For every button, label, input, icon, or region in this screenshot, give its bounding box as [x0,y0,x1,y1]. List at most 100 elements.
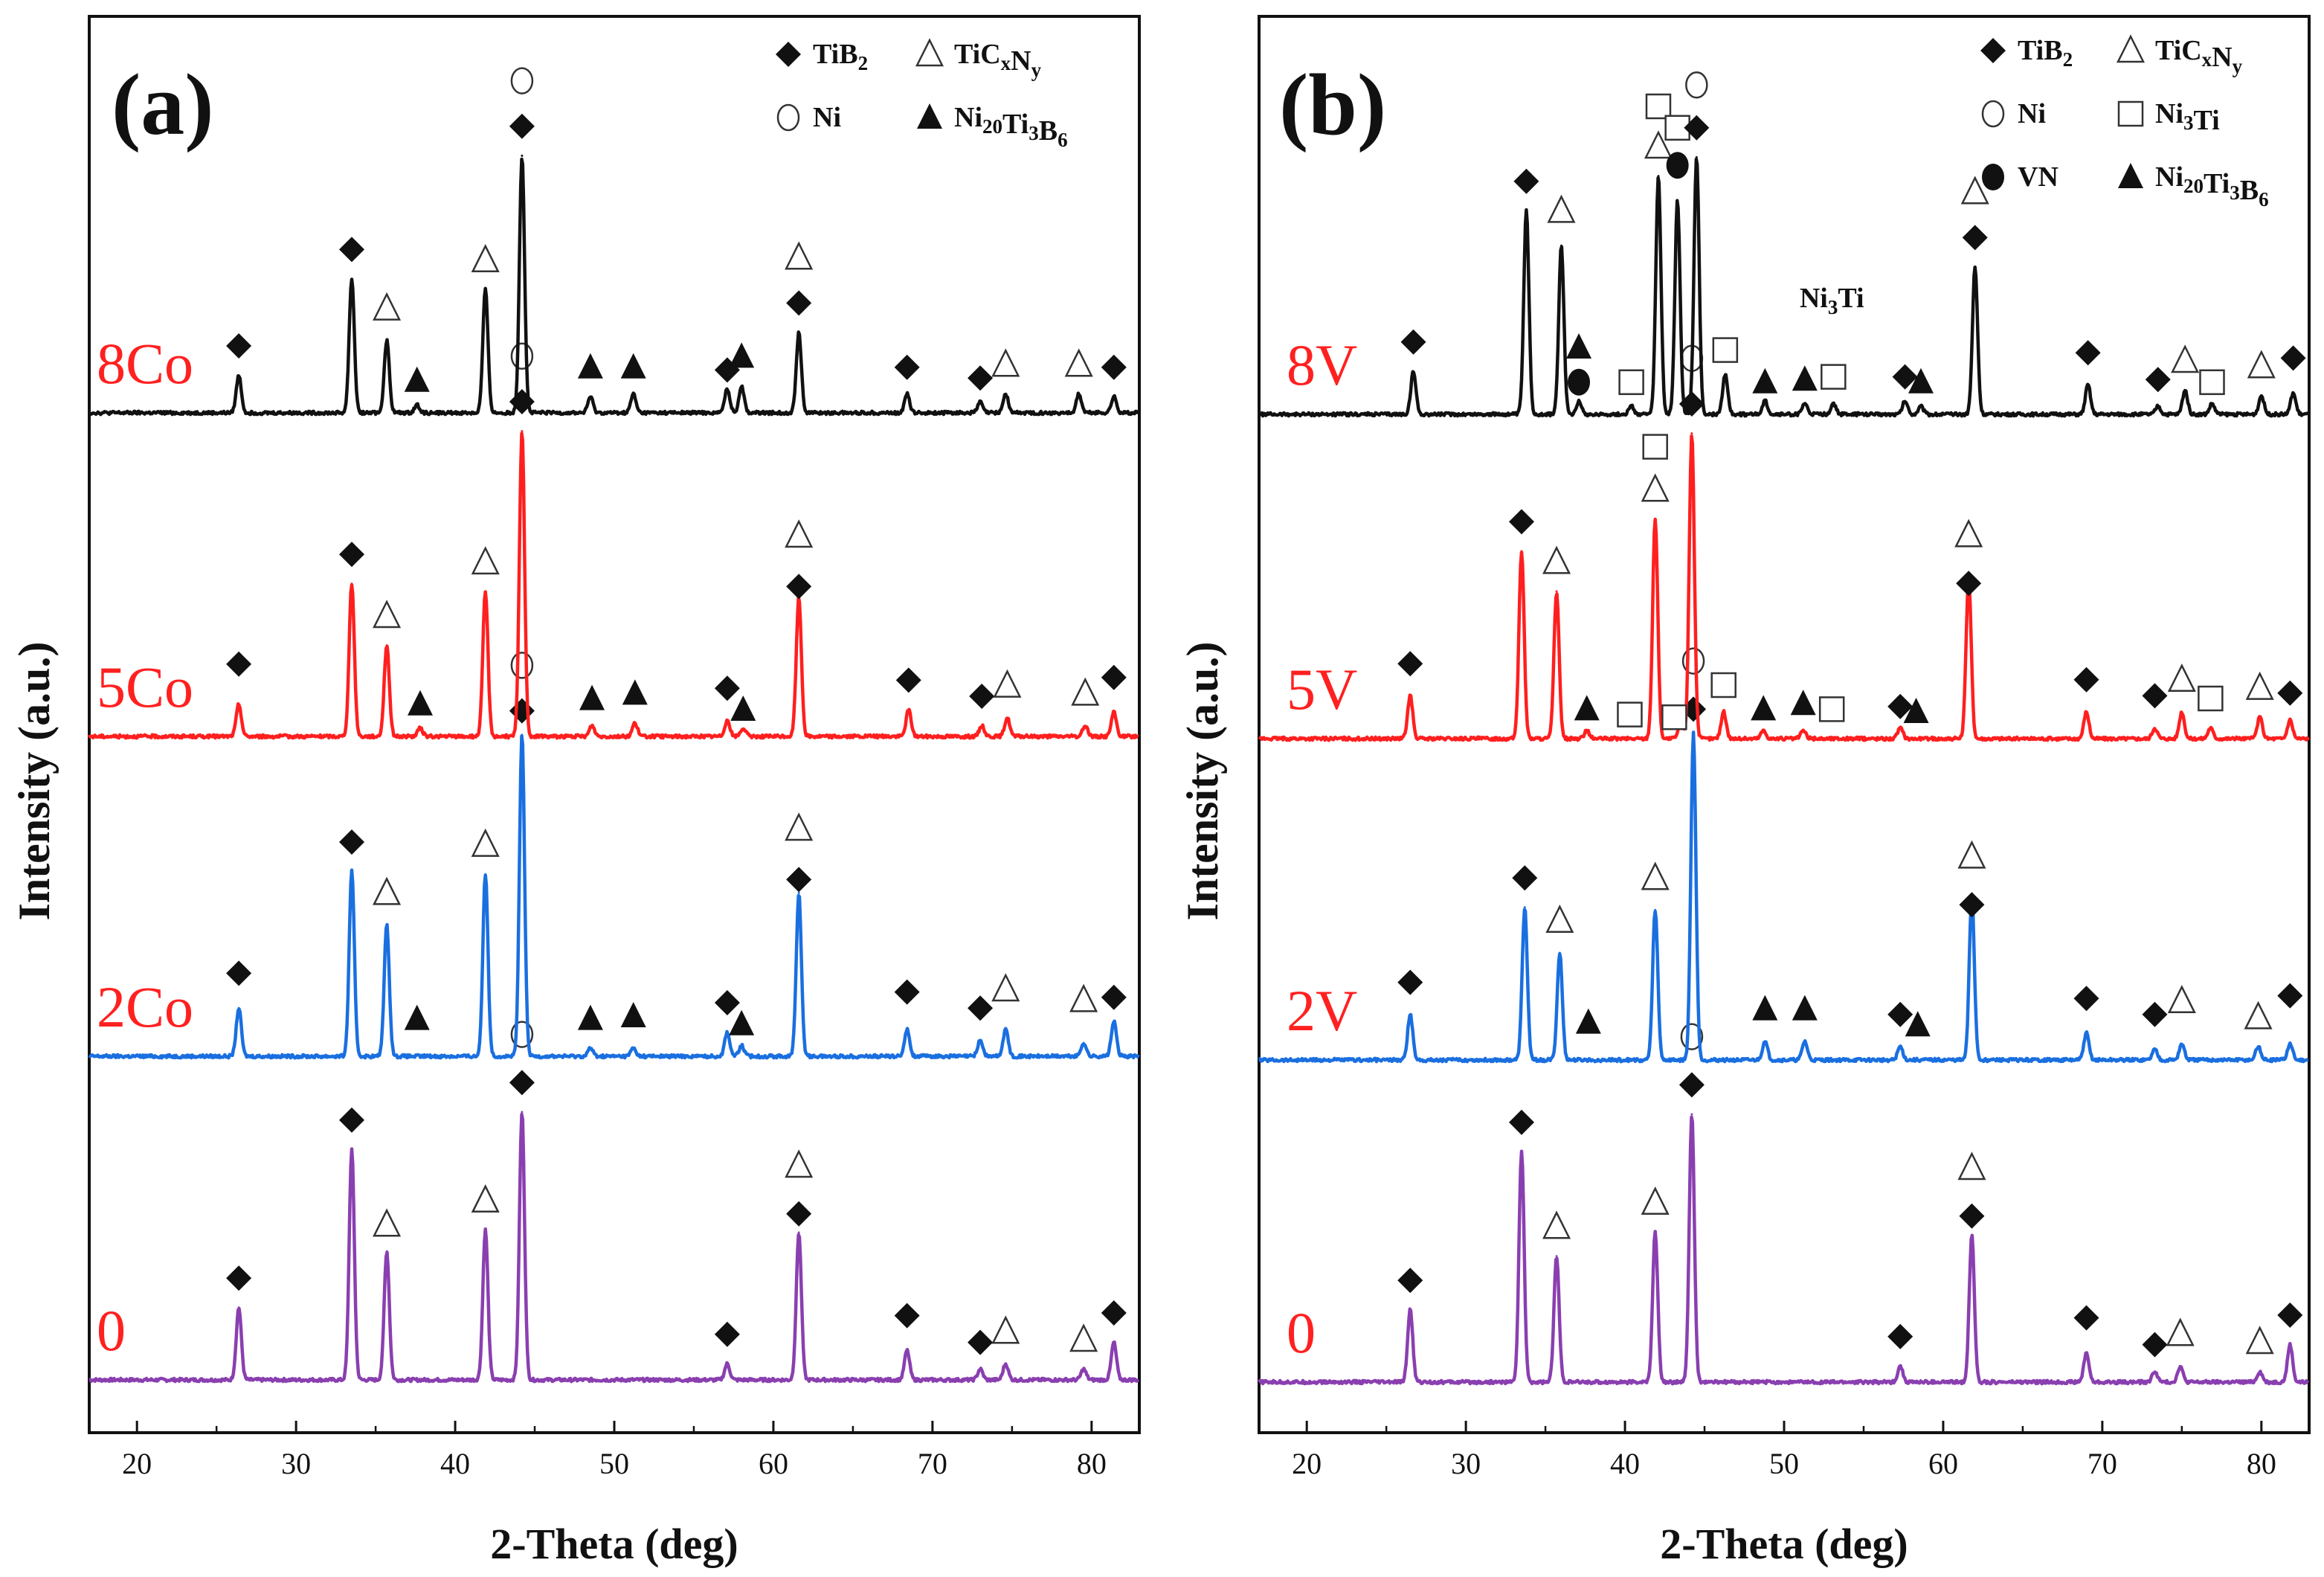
peak-1-0-9 [2179,1364,2182,1367]
phase-marker-0-2Co-diamond-17 [1101,984,1127,1010]
peak-0-8Co-11 [906,393,909,396]
peak-1-0-8 [2154,1370,2156,1373]
phase-marker-0-5Co-diamond-0 [226,651,252,677]
phase-marker-1-5V-open-triangle-5 [1641,473,1670,502]
phase-marker-1-8V-diamond-16 [1892,364,1918,390]
peak-0-2Co-8 [740,1044,743,1047]
phase-marker-0-2Co-diamond-13 [894,979,920,1005]
peak-1-2V-4 [1692,732,1695,735]
peak-0-2Co-12 [1004,1028,1007,1031]
peak-1-0-4 [1690,1113,1693,1116]
peak-1-0-1 [1520,1150,1523,1153]
phase-marker-0-2Co-filled-triangle-8 [620,1002,646,1027]
phase-marker-1-0-diamond-7 [1959,1203,1985,1229]
phase-marker-1-8V-diamond-21 [2145,367,2171,393]
peak-1-8V-12 [1904,399,1907,402]
legend-label-0-1: TiCxNy [954,39,1042,81]
phase-marker-0-0-diamond-1 [339,1107,364,1133]
phase-marker-0-5Co-open-triangle-4 [471,546,500,575]
x-tick-label-1-40: 40 [1610,1447,1640,1480]
phase-marker-1-8V-diamond-10 [1684,115,1710,141]
phase-marker-1-0-open-triangle-8 [1957,1152,1986,1181]
phase-marker-0-2Co-open-triangle-4 [471,828,500,857]
peak-0-2Co-5 [589,1047,592,1050]
peak-1-5V-17 [2288,719,2291,722]
peak-1-2V-12 [2257,1045,2259,1048]
peak-0-8Co-0 [237,374,240,377]
phase-marker-0-5Co-diamond-11 [786,574,812,600]
phase-marker-1-5V-filled-triangle-11 [1751,695,1777,721]
peak-0-5Co-9 [741,727,744,730]
phase-marker-1-5V-open-square-4 [1617,701,1643,728]
peak-1-0-7 [2085,1351,2088,1354]
peak-0-8Co-6 [589,395,592,398]
peak-1-8V-10 [1803,402,1806,405]
peak-1-5V-2 [1555,590,1558,593]
phase-marker-0-2Co-filled-triangle-3 [404,1004,430,1030]
phase-marker-0-5Co-filled-triangle-8 [622,679,648,705]
phase-marker-1-5V-diamond-14 [1887,693,1913,719]
peak-1-2V-13 [2288,1042,2291,1045]
phase-marker-0-8Co-open-triangle-15 [991,348,1020,377]
legend-label-1-2: Ni [2018,98,2046,129]
phase-marker-1-5V-open-triangle-22 [2245,671,2274,700]
phase-marker-1-5V-filled-triangle-12 [1790,690,1816,716]
peak-0-0-10 [1082,1368,1085,1371]
peak-1-8V-18 [2211,402,2213,405]
peak-1-5V-8 [1762,729,1765,732]
phase-marker-0-0-diamond-0 [226,1265,252,1291]
peak-1-5V-3 [1586,729,1589,732]
phase-marker-0-5Co-filled-triangle-3 [407,690,433,716]
phase-marker-0-0-open-triangle-2 [373,1208,402,1237]
phase-marker-1-0-open-triangle-2 [1542,1210,1571,1239]
x-tick-label-1-30: 30 [1451,1447,1481,1480]
phase-marker-0-8Co-diamond-0 [226,333,252,359]
peak-0-0-6 [797,1231,800,1234]
series-line-0-5Co [88,431,1139,740]
peak-0-8Co-9 [740,385,743,388]
phase-marker-0-8Co-filled-triangle-3 [404,366,430,392]
peak-0-8Co-8 [726,388,729,391]
legend-label-1-0: TiB2 [2018,35,2073,71]
phase-marker-1-5V-open-square-7 [1661,704,1687,730]
phase-marker-1-8V-diamond-1 [1513,168,1539,194]
peak-1-8V-13 [1919,405,1922,408]
peak-1-0-3 [1654,1230,1657,1233]
peak-0-2Co-14 [1113,1020,1116,1023]
x-tick-label-0-20: 20 [122,1447,152,1480]
phase-marker-0-8Co-filled-triangle-10 [729,342,755,368]
phase-marker-1-8V-filled-circle-8 [1666,152,1689,179]
phase-marker-0-5Co-open-triangle-16 [1071,677,1100,706]
phase-marker-0-2Co-open-triangle-15 [991,973,1020,1002]
phase-marker-0-5Co-open-circle-6 [510,342,534,370]
phase-marker-0-0-diamond-10 [968,1329,994,1355]
phase-marker-0-5Co-diamond-1 [339,542,364,568]
phase-marker-1-5V-open-square-10 [1710,672,1736,698]
phase-marker-1-8V-filled-triangle-13 [1752,367,1778,394]
peak-1-2V-5 [1763,1040,1766,1043]
phase-marker-0-0-open-triangle-8 [785,1149,814,1178]
peak-1-8V-14 [1974,266,1977,269]
sample-label-1-8V: 8V [1287,333,1357,397]
peak-1-0-0 [1409,1308,1412,1311]
peak-1-5V-0 [1409,694,1412,697]
sample-label-0-0: 0 [97,1298,126,1363]
phase-marker-0-2Co-diamond-1 [339,829,364,855]
phase-marker-1-5V-diamond-0 [1397,651,1423,677]
peak-0-2Co-11 [979,1038,982,1041]
legend-label-0-3: Ni20Ti3B6 [954,102,1068,151]
series-line-0-2Co [88,734,1140,1060]
phase-marker-0-8Co-open-triangle-4 [471,244,500,273]
peak-0-2Co-2 [385,924,388,927]
peak-1-8V-15 [2087,383,2090,386]
peak-0-5Co-8 [726,719,729,722]
peak-0-0-4 [521,1111,524,1114]
phase-marker-1-8V-open-triangle-6 [1644,130,1673,159]
phase-marker-0-2Co-filled-triangle-7 [577,1004,603,1030]
peak-1-8V-16 [2157,405,2160,408]
phase-marker-1-5V-diamond-23 [2277,680,2303,706]
peak-0-5Co-14 [1084,725,1087,728]
phase-marker-0-0-diamond-6 [714,1321,740,1347]
phase-marker-1-5V-diamond-1 [1509,509,1534,535]
peak-1-2V-3 [1654,908,1657,911]
